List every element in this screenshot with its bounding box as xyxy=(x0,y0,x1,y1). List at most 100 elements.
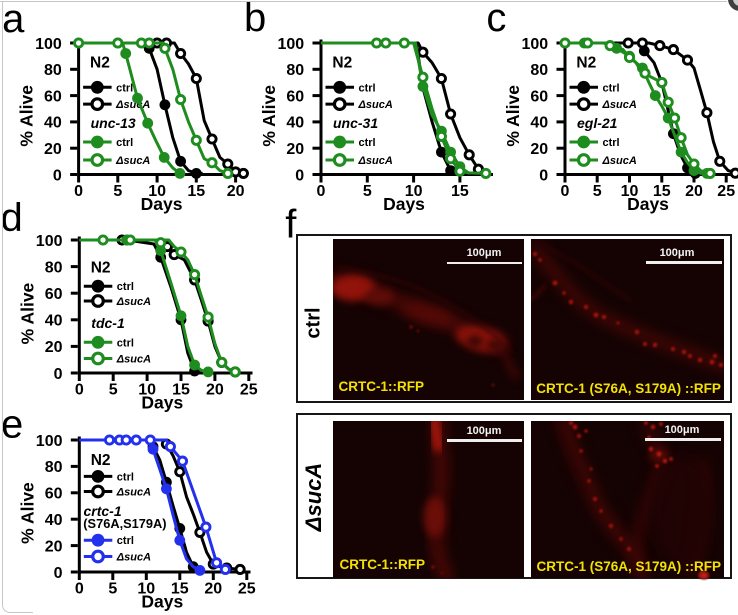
svg-text:ctrl: ctrl xyxy=(359,137,376,149)
svg-text:0: 0 xyxy=(317,183,326,200)
svg-text:ΔsucA: ΔsucA xyxy=(358,155,393,167)
svg-text:crtc-1: crtc-1 xyxy=(84,503,122,519)
svg-text:ctrl: ctrl xyxy=(603,82,620,94)
svg-text:% Alive: % Alive xyxy=(259,85,279,147)
svg-text:Days: Days xyxy=(627,194,669,214)
svg-text:20: 20 xyxy=(206,382,224,399)
svg-text:ΔsucA: ΔsucA xyxy=(116,296,151,308)
svg-text:N2: N2 xyxy=(332,54,352,71)
svg-text:% Alive: % Alive xyxy=(17,282,37,344)
svg-text:20: 20 xyxy=(227,183,245,200)
svg-text:ctrl: ctrl xyxy=(117,337,134,349)
svg-text:15: 15 xyxy=(172,382,190,399)
svg-text:80: 80 xyxy=(45,259,63,276)
svg-text:% Alive: % Alive xyxy=(503,85,523,147)
svg-text:5: 5 xyxy=(113,183,122,200)
svg-text:N2: N2 xyxy=(91,260,111,277)
svg-text:40: 40 xyxy=(45,313,63,330)
svg-text:20: 20 xyxy=(204,581,222,598)
svg-text:0: 0 xyxy=(295,167,304,184)
svg-text:egl-21: egl-21 xyxy=(577,115,618,131)
svg-text:15: 15 xyxy=(451,183,469,200)
svg-text:20: 20 xyxy=(685,183,703,200)
svg-text:40: 40 xyxy=(530,115,548,132)
svg-text:5: 5 xyxy=(593,183,602,200)
svg-text:80: 80 xyxy=(530,62,548,79)
svg-text:Days: Days xyxy=(141,194,183,214)
svg-text:80: 80 xyxy=(44,62,62,79)
svg-text:% Alive: % Alive xyxy=(17,85,37,147)
svg-text:0: 0 xyxy=(539,167,548,184)
svg-text:Days: Days xyxy=(141,393,183,413)
svg-text:40: 40 xyxy=(286,115,304,132)
svg-text:0: 0 xyxy=(74,183,83,200)
svg-text:f: f xyxy=(285,203,297,247)
svg-text:100: 100 xyxy=(36,233,63,250)
svg-text:60: 60 xyxy=(286,88,304,105)
svg-text:Days: Days xyxy=(383,194,425,214)
svg-text:N2: N2 xyxy=(576,54,596,71)
svg-text:unc-13: unc-13 xyxy=(91,115,136,131)
svg-text:15: 15 xyxy=(187,183,205,200)
svg-text:ctrl: ctrl xyxy=(603,137,620,149)
svg-text:a: a xyxy=(2,0,25,41)
svg-text:5: 5 xyxy=(108,581,117,598)
svg-text:25: 25 xyxy=(717,183,735,200)
svg-text:20: 20 xyxy=(530,141,548,158)
svg-text:% Alive: % Alive xyxy=(17,482,37,544)
svg-text:100: 100 xyxy=(277,36,304,53)
svg-text:N2: N2 xyxy=(91,452,111,469)
svg-text:0: 0 xyxy=(53,167,62,184)
svg-text:5: 5 xyxy=(363,183,372,200)
svg-text:60: 60 xyxy=(45,486,63,503)
svg-text:ctrl: ctrl xyxy=(116,137,133,149)
svg-text:ΔsucA: ΔsucA xyxy=(116,552,151,564)
svg-text:0: 0 xyxy=(561,183,570,200)
svg-text:100: 100 xyxy=(521,36,548,53)
svg-text:10: 10 xyxy=(138,382,156,399)
svg-text:100: 100 xyxy=(35,36,62,53)
svg-text:N2: N2 xyxy=(90,54,110,71)
svg-text:ctrl: ctrl xyxy=(116,82,133,94)
svg-text:0: 0 xyxy=(75,382,84,399)
svg-text:ΔsucA: ΔsucA xyxy=(358,99,393,111)
svg-text:ΔsucA: ΔsucA xyxy=(602,155,637,167)
svg-text:10: 10 xyxy=(137,581,155,598)
svg-text:tdc-1: tdc-1 xyxy=(91,315,125,331)
svg-text:ctrl: ctrl xyxy=(117,535,134,547)
svg-text:15: 15 xyxy=(653,183,671,200)
svg-text:0: 0 xyxy=(54,366,63,383)
svg-text:25: 25 xyxy=(240,382,258,399)
svg-text:80: 80 xyxy=(45,459,63,476)
svg-text:20: 20 xyxy=(286,141,304,158)
svg-text:20: 20 xyxy=(44,141,62,158)
svg-text:c: c xyxy=(486,0,506,40)
svg-text:d: d xyxy=(1,196,23,240)
svg-text:20: 20 xyxy=(45,538,63,555)
svg-text:60: 60 xyxy=(44,88,62,105)
svg-text:ΔsucA: ΔsucA xyxy=(115,99,150,111)
svg-text:15: 15 xyxy=(171,581,189,598)
svg-text:80: 80 xyxy=(286,62,304,79)
svg-text:ΔsucA: ΔsucA xyxy=(116,487,151,499)
svg-text:Days: Days xyxy=(141,592,183,612)
svg-text:10: 10 xyxy=(621,183,639,200)
svg-text:25: 25 xyxy=(238,581,256,598)
svg-text:40: 40 xyxy=(44,115,62,132)
svg-text:(S76A,S179A): (S76A,S179A) xyxy=(83,516,166,531)
svg-text:unc-31: unc-31 xyxy=(333,115,378,131)
svg-text:0: 0 xyxy=(75,581,84,598)
svg-text:10: 10 xyxy=(148,183,166,200)
svg-text:10: 10 xyxy=(405,183,423,200)
svg-text:ctrl: ctrl xyxy=(359,82,376,94)
svg-text:ΔsucA: ΔsucA xyxy=(602,99,637,111)
svg-text:ΔsucA: ΔsucA xyxy=(115,155,150,167)
svg-text:ctrl: ctrl xyxy=(117,281,134,293)
svg-text:e: e xyxy=(1,403,23,447)
svg-text:60: 60 xyxy=(530,88,548,105)
svg-text:ΔsucA: ΔsucA xyxy=(116,354,151,366)
svg-text:ctrl: ctrl xyxy=(117,471,134,483)
svg-text:40: 40 xyxy=(45,512,63,529)
svg-text:b: b xyxy=(244,0,266,40)
svg-text:60: 60 xyxy=(45,286,63,303)
